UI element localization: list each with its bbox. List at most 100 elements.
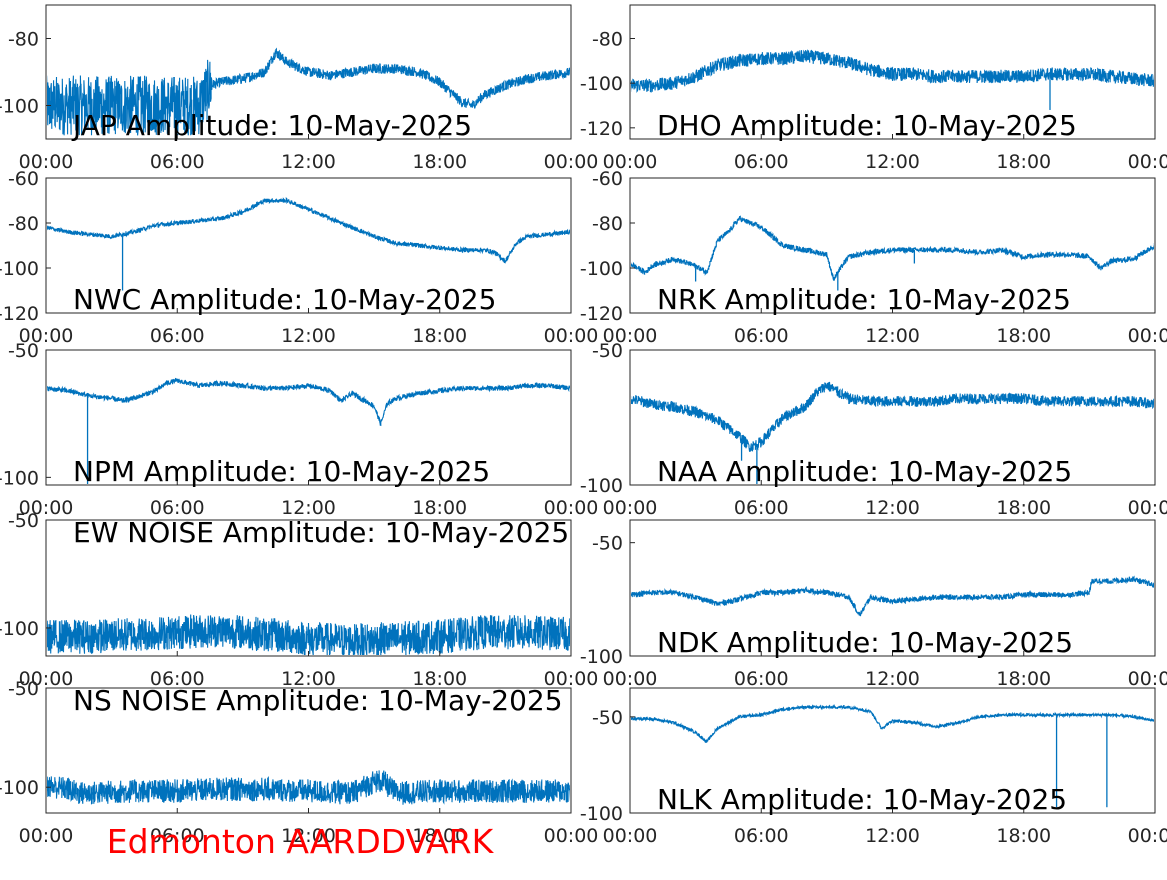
- x-tick-label: 12:00: [865, 497, 920, 519]
- x-tick-label: 12:00: [865, 825, 920, 847]
- x-tick-label: 00:00: [544, 825, 599, 847]
- plot-area: [45, 177, 572, 314]
- x-tick-label: 06:00: [150, 497, 205, 519]
- panel-title: NWC Amplitude: 10-May-2025: [73, 283, 496, 316]
- y-tick-label: -100: [0, 96, 39, 118]
- series-line: [631, 215, 1154, 281]
- plot-area: [629, 349, 1156, 486]
- y-tick-label: -80: [592, 213, 623, 235]
- x-tick-label: 06:00: [734, 151, 789, 173]
- plot-area: [45, 4, 572, 140]
- x-tick-label: 06:00: [150, 151, 205, 173]
- x-tick-label: 06:00: [734, 325, 789, 347]
- x-tick-label: 06:00: [150, 325, 205, 347]
- series-line: [47, 377, 570, 427]
- x-tick-label: 00:00: [19, 497, 74, 519]
- panel-title: NAA Amplitude: 10-May-2025: [657, 455, 1072, 488]
- x-tick-label: 00:00: [544, 497, 599, 519]
- x-tick-label: 00:00: [1128, 825, 1167, 847]
- panel-title: NPM Amplitude: 10-May-2025: [73, 455, 490, 488]
- panel-6: -50 -100 00:00 06:00 12:00 18:00 00:00 EW NOISE…: [0, 510, 598, 690]
- series-line: [47, 47, 570, 136]
- x-tick-label: 12:00: [281, 151, 336, 173]
- y-tick-label: -60: [8, 168, 39, 190]
- y-tick-label: -80: [592, 29, 623, 51]
- x-tick-label: 06:00: [150, 825, 205, 847]
- panel-8: -50 -100 00:00 06:00 12:00 18:00 00:00 NS NOISE…: [0, 678, 598, 847]
- y-tick-label: -50: [592, 707, 623, 729]
- x-tick-label: 12:00: [865, 668, 920, 690]
- panel-title: NLK Amplitude: 10-May-2025: [657, 783, 1067, 816]
- y-tick-label: -50: [592, 533, 623, 555]
- y-tick-label: -120: [0, 303, 39, 325]
- series-line: [631, 704, 1154, 743]
- panel-1: -80 -100 -120 00:00 06:00 12:00 18:00 00:00 DHO …: [580, 4, 1167, 173]
- x-tick-label: 00:00: [544, 325, 599, 347]
- y-tick-label: -80: [8, 213, 39, 235]
- x-tick-label: 00:00: [19, 151, 74, 173]
- series-line: [47, 770, 570, 805]
- x-tick-label: 12:00: [281, 825, 336, 847]
- panel-title: JAP Amplitude: 10-May-2025: [71, 109, 472, 142]
- panel-3: -60-80-100-12000:0006:0012:0018:0000:00N…: [580, 168, 1167, 347]
- y-tick-label: -50: [592, 340, 623, 362]
- x-tick-label: 18:00: [412, 668, 467, 690]
- x-tick-label: 18:00: [996, 825, 1051, 847]
- plot-area: [629, 519, 1156, 657]
- x-tick-label: 18:00: [412, 151, 467, 173]
- x-tick-label: 18:00: [996, 325, 1051, 347]
- y-tick-label: -100: [580, 475, 623, 497]
- x-tick-label: 00:00: [19, 825, 74, 847]
- x-tick-label: 06:00: [734, 825, 789, 847]
- y-tick-label: -50: [8, 340, 39, 362]
- y-tick-label: -100: [580, 646, 623, 668]
- y-tick-label: -50: [8, 678, 39, 700]
- x-tick-label: 06:00: [150, 668, 205, 690]
- x-tick-label: 00:00: [19, 668, 74, 690]
- x-tick-label: 00:00: [603, 325, 658, 347]
- x-tick-label: 12:00: [865, 151, 920, 173]
- series-line: [47, 196, 570, 264]
- x-tick-label: 00:00: [603, 497, 658, 519]
- series-line: [631, 381, 1154, 452]
- x-tick-label: 18:00: [996, 151, 1051, 173]
- y-tick-label: -100: [0, 618, 39, 640]
- plot-area: [629, 177, 1156, 314]
- y-tick-label: -60: [592, 168, 623, 190]
- panel-title: NRK Amplitude: 10-May-2025: [657, 283, 1071, 316]
- y-tick-label: -100: [0, 467, 39, 489]
- series-line: [631, 48, 1154, 94]
- series-line: [631, 575, 1154, 617]
- x-tick-label: 00:00: [19, 325, 74, 347]
- x-tick-label: 06:00: [734, 668, 789, 690]
- x-tick-label: 06:00: [734, 497, 789, 519]
- x-tick-label: 00:00: [603, 825, 658, 847]
- x-tick-label: 00:00: [1128, 497, 1167, 519]
- panel-0: -80 -100 00:00 06:00 12:00 18:00 00:00 JAP Ampl…: [0, 4, 599, 173]
- y-tick-label: -80: [8, 29, 39, 51]
- plot-area: [629, 687, 1156, 814]
- x-tick-label: 12:00: [865, 325, 920, 347]
- y-tick-label: -100: [0, 258, 39, 280]
- x-tick-label: 00:00: [603, 668, 658, 690]
- x-tick-label: 00:00: [544, 668, 599, 690]
- y-tick-label: -120: [580, 118, 623, 140]
- figure-footer: Edmonton AARDDVARK: [107, 822, 495, 861]
- panel-title: EW NOISE Amplitude: 10-May-2025: [73, 516, 569, 549]
- x-tick-label: 18:00: [996, 668, 1051, 690]
- x-tick-label: 18:00: [412, 825, 467, 847]
- panel-4: -50 -100 00:00 06:00 12:00 18:00 00:00 NPM Ampl…: [0, 340, 598, 519]
- x-tick-label: 18:00: [996, 497, 1051, 519]
- x-tick-label: 00:00: [1128, 325, 1167, 347]
- panel-title: DHO Amplitude: 10-May-2025: [657, 109, 1077, 142]
- x-tick-label: 00:00: [544, 151, 599, 173]
- y-tick-label: -120: [580, 303, 623, 325]
- y-tick-label: -50: [8, 510, 39, 532]
- panel-title: NS NOISE Amplitude: 10-May-2025: [73, 684, 563, 717]
- y-tick-label: -100: [0, 777, 39, 799]
- x-tick-label: 00:00: [603, 151, 658, 173]
